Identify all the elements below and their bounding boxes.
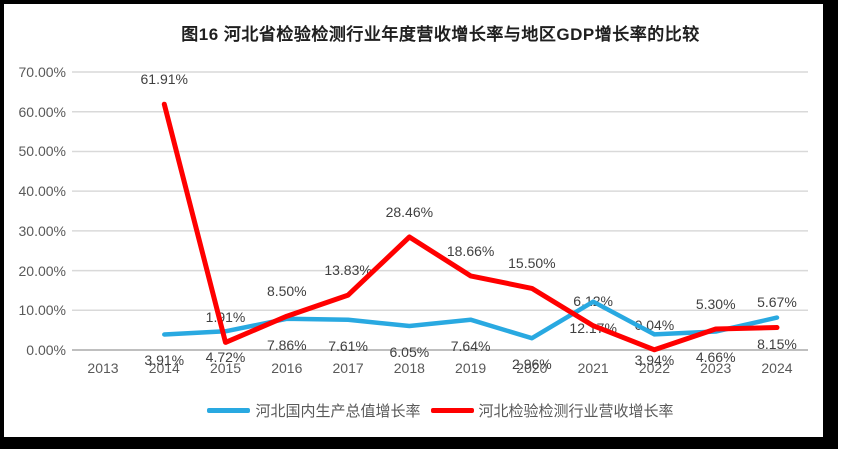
data-label: 28.46% [385, 203, 434, 220]
y-axis-tick-label: 70.00% [18, 64, 66, 81]
chart-title: 图16 河北省检验检测行业年度营收增长率与地区GDP增长率的比较 [181, 25, 700, 44]
legend-label-gdp: 河北国内生产总值增长率 [255, 403, 421, 420]
x-axis-tick-label: 2019 [455, 360, 487, 376]
data-label: 15.50% [508, 255, 556, 272]
data-label: 4.66% [695, 349, 736, 366]
x-axis-tick-label: 2024 [761, 360, 793, 376]
data-label: 0.04% [634, 316, 675, 333]
y-axis-tick-label: 30.00% [18, 222, 66, 239]
legend-swatch-revenue-line [430, 408, 474, 413]
x-axis-tick-label: 2021 [577, 360, 609, 376]
x-axis-tick-label: 2015 [209, 360, 242, 376]
data-label: 8.50% [266, 283, 307, 300]
x-axis-tick-label: 2013 [87, 360, 119, 376]
legend-swatch-gdp-line [207, 408, 251, 413]
data-label: 8.15% [757, 335, 797, 352]
chart-legend: 河北国内生产总值增长率 河北检验检测行业营收增长率 [73, 400, 808, 421]
data-label: 13.83% [324, 262, 372, 279]
legend-item-gdp: 河北国内生产总值增长率 [207, 400, 421, 421]
y-axis-tick-label: 10.00% [18, 302, 66, 319]
y-axis-tick-label: 20.00% [18, 262, 66, 279]
x-axis-tick-label: 2018 [393, 360, 425, 376]
x-axis-tick-label: 2014 [148, 360, 180, 376]
y-axis-tick-label: 50.00% [18, 143, 66, 160]
x-axis-tick-label: 2022 [638, 360, 670, 376]
y-axis-tick-label: 60.00% [18, 103, 66, 120]
x-axis-tick-label: 2020 [516, 360, 548, 376]
x-axis-tick-label: 2017 [332, 360, 364, 376]
legend-item-revenue: 河北检验检测行业营收增长率 [430, 400, 674, 421]
data-label: 3.94% [634, 352, 675, 369]
data-label: 3.91% [144, 352, 185, 369]
data-label: 1.91% [205, 309, 246, 326]
data-label: 6.12% [573, 292, 613, 309]
y-axis-tick-label: 0.00% [26, 342, 66, 358]
data-label: 4.72% [205, 349, 246, 366]
data-label: 61.91% [140, 71, 188, 88]
y-axis-tick-label: 40.00% [18, 183, 66, 200]
data-label: 2.96% [512, 356, 552, 373]
x-axis-tick-label: 2016 [271, 360, 303, 376]
x-axis-tick-label: 2023 [700, 360, 732, 376]
legend-label-revenue: 河北检验检测行业营收增长率 [478, 403, 674, 420]
data-label: 7.64% [450, 337, 491, 354]
data-label: 5.67% [757, 294, 797, 311]
